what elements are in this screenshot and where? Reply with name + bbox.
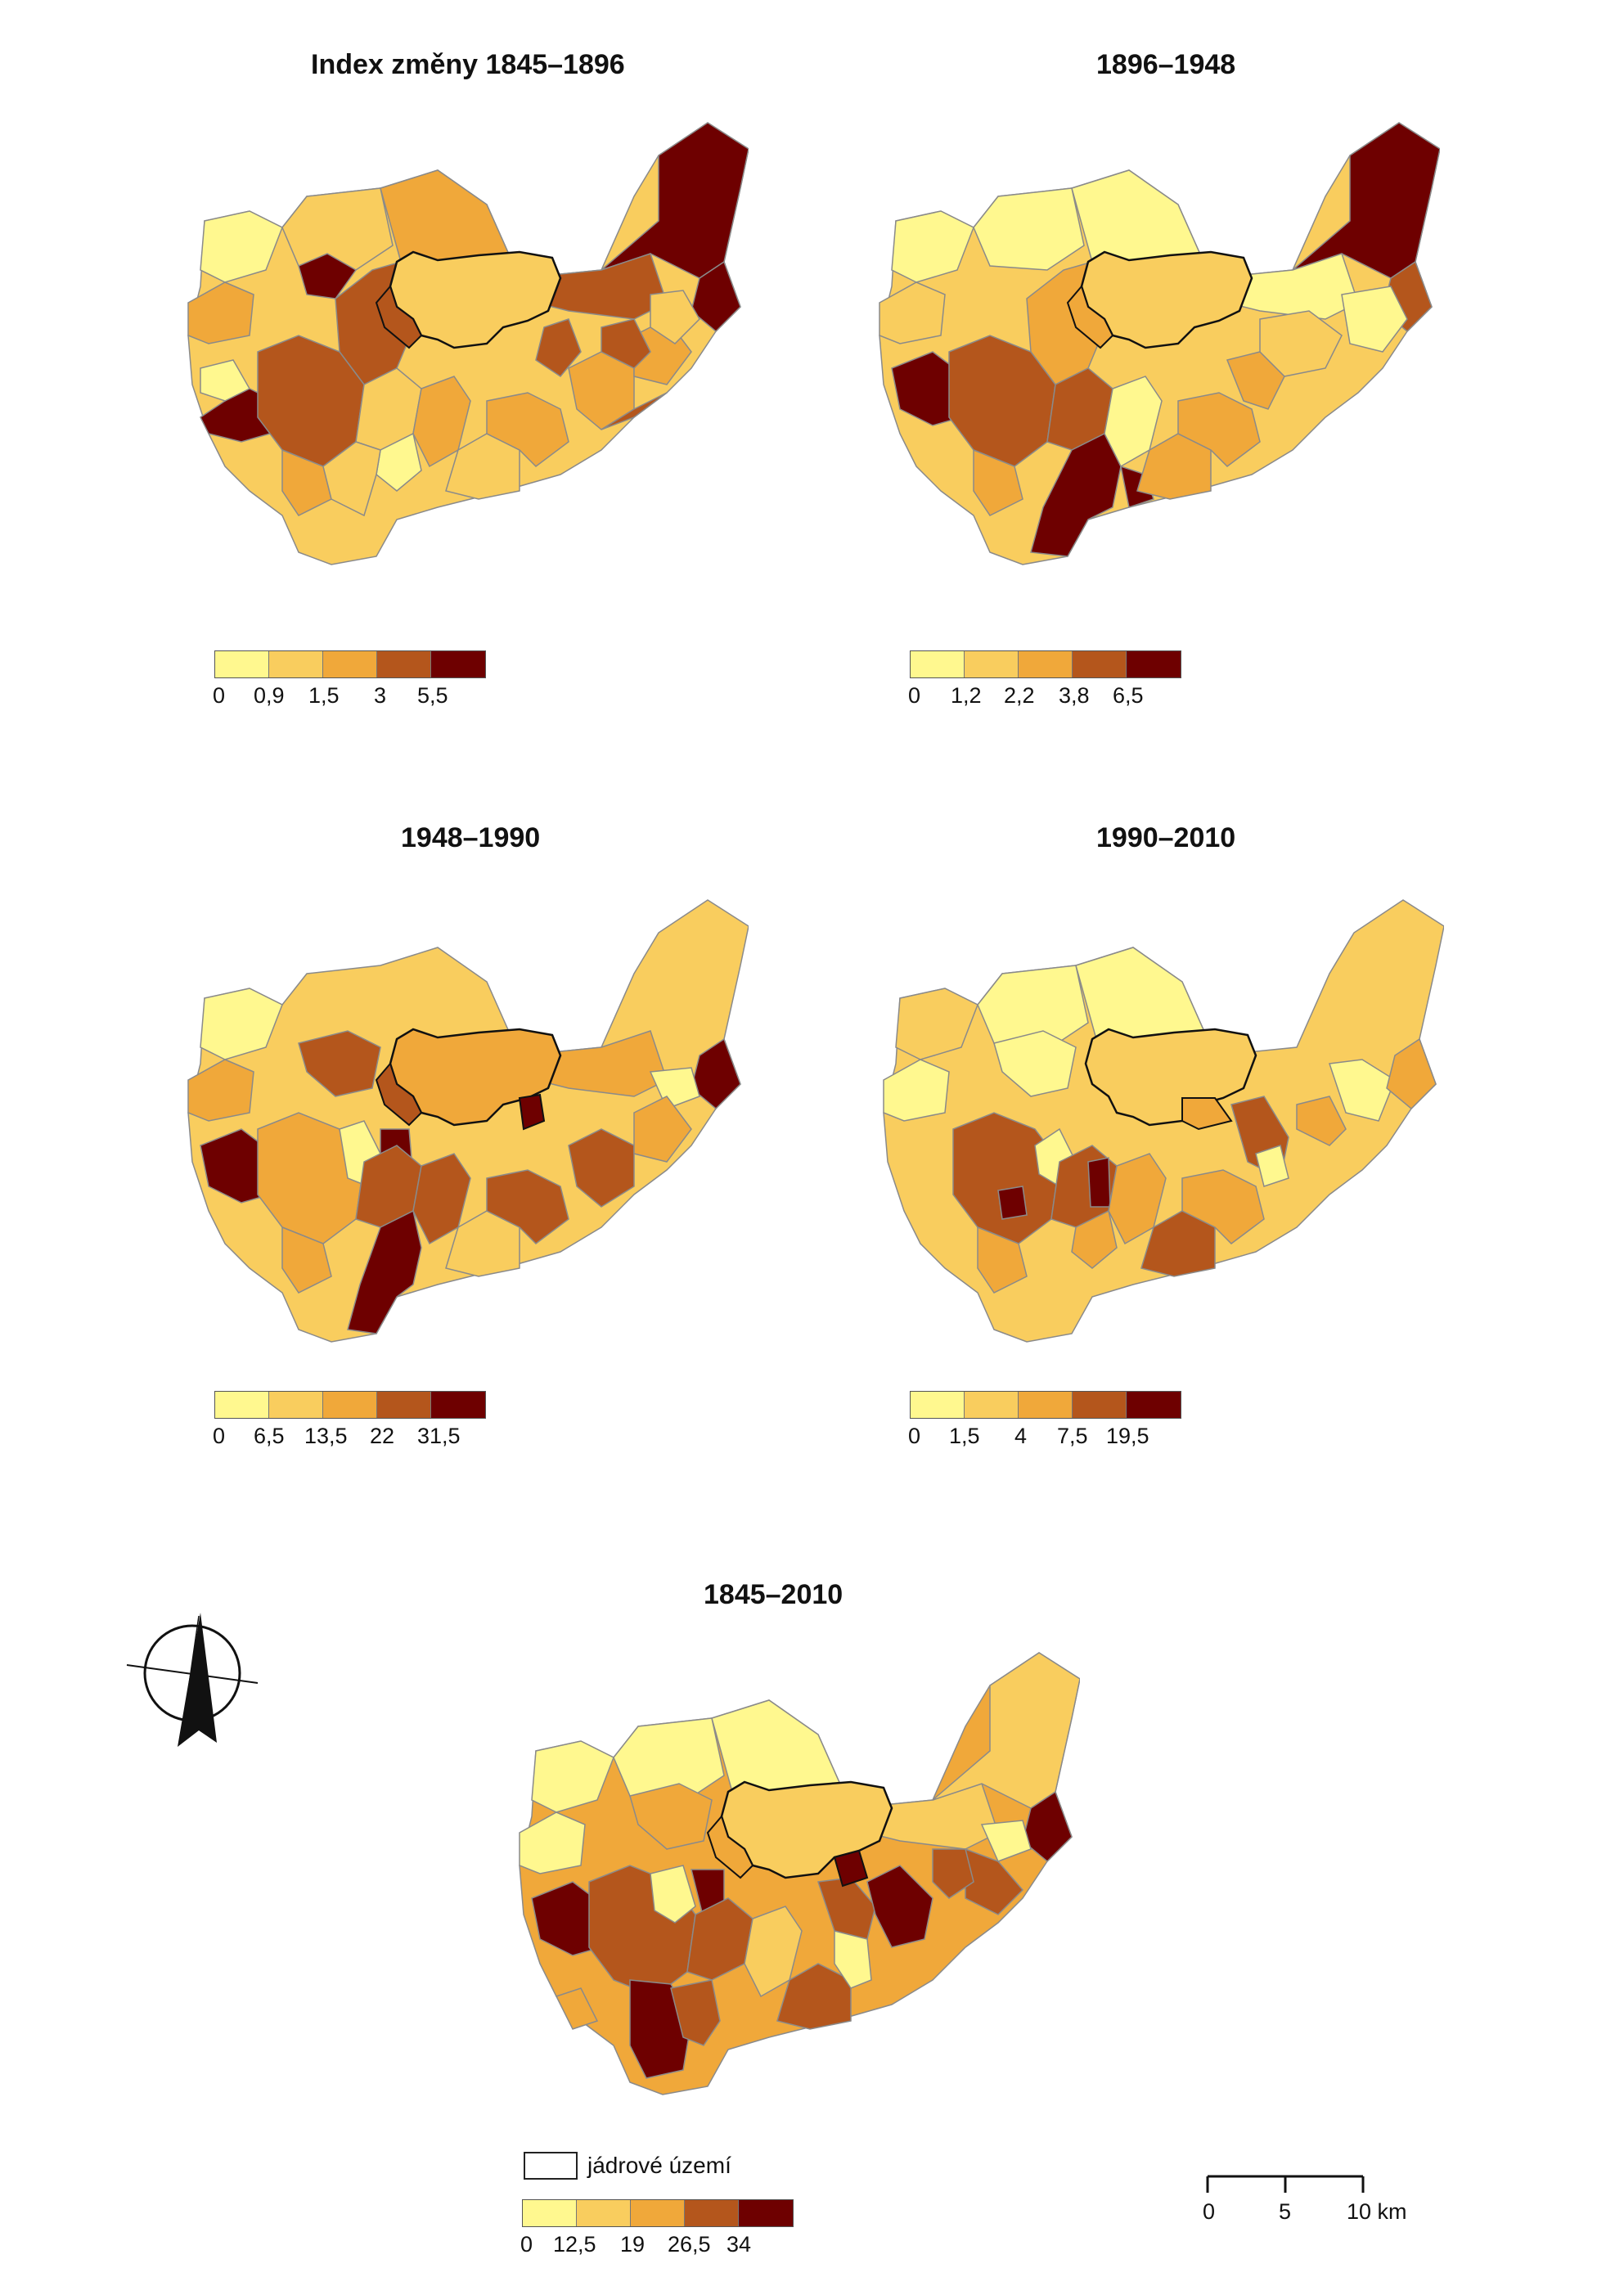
legend-tick: 1,2 [951, 683, 982, 708]
legend-swatch [377, 1392, 431, 1418]
legend-swatch [323, 1392, 377, 1418]
legend-3: 0 6,5 13,5 22 31,5 [213, 1391, 486, 1448]
legend-tick: 0 [213, 683, 226, 708]
choropleth-map-4 [883, 899, 1444, 1343]
scale-label: 10 km [1347, 2199, 1407, 2224]
scale-label: 5 [1279, 2199, 1292, 2224]
legend-tick: 5,5 [417, 683, 448, 708]
legend-tick: 19 [620, 2232, 646, 2257]
scale-bar: 0 5 10 km [1203, 2160, 1407, 2242]
core-territory-label: jádrové území [587, 2153, 731, 2178]
legend-swatch [1127, 1392, 1181, 1418]
legend-color-bar [910, 650, 1181, 678]
legend-tick: 6,5 [1113, 683, 1144, 708]
legend-color-bar [214, 1391, 486, 1419]
legend-swatch [911, 651, 965, 677]
legend-swatch [911, 1392, 965, 1418]
core-territory-legend: jádrové území [524, 2152, 731, 2180]
panel-title-5: 1845–2010 [704, 1579, 843, 1610]
legend-swatch [323, 651, 377, 677]
legend-swatch [965, 1392, 1019, 1418]
legend-swatch [1073, 651, 1127, 677]
legend-tick: 34 [727, 2232, 752, 2257]
legend-color-bar [910, 1391, 1181, 1419]
legend-5: 0 12,5 19 26,5 34 [520, 2199, 794, 2257]
legend-2: 0 1,2 2,2 3,8 6,5 [908, 650, 1181, 708]
legend-color-bar [522, 2199, 794, 2227]
legend-tick: 1,5 [308, 683, 340, 708]
legend-swatch [215, 651, 269, 677]
legend-swatch [1127, 651, 1181, 677]
legend-tick: 0 [908, 1424, 921, 1448]
legend-swatch [431, 651, 485, 677]
legend-swatch [377, 651, 431, 677]
legend-swatch [269, 651, 323, 677]
legend-tick: 22 [370, 1424, 395, 1448]
legend-tick: 19,5 [1106, 1424, 1149, 1448]
legend-swatch [739, 2200, 793, 2226]
legend-tick: 7,5 [1057, 1424, 1088, 1448]
legend-swatch [685, 2200, 739, 2226]
choropleth-map-5 [519, 1652, 1080, 2095]
choropleth-map-2 [879, 122, 1440, 565]
panel-title-3: 1948–1990 [401, 822, 541, 853]
north-arrow-icon [126, 1613, 259, 1747]
legend-4: 0 1,5 4 7,5 19,5 [908, 1391, 1181, 1448]
choropleth-map-3 [187, 899, 749, 1343]
legend-swatch [523, 2200, 577, 2226]
legend-tick: 26,5 [668, 2232, 711, 2257]
legend-tick: 0 [908, 683, 921, 708]
legend-tick: 31,5 [417, 1424, 461, 1448]
legend-swatch [631, 2200, 685, 2226]
legend-swatch [431, 1392, 485, 1418]
scale-bar-line [1206, 2175, 1365, 2193]
legend-tick: 3 [374, 683, 387, 708]
legend-swatch [215, 1392, 269, 1418]
legend-tick: 12,5 [553, 2232, 596, 2257]
legend-tick: 0 [520, 2232, 533, 2257]
legend-tick: 6,5 [254, 1424, 285, 1448]
legend-tick: 4 [1014, 1424, 1028, 1448]
choropleth-map-1 [187, 122, 749, 565]
legend-swatch [1019, 1392, 1073, 1418]
legend-color-bar [214, 650, 486, 678]
legend-tick: 1,5 [949, 1424, 980, 1448]
legend-swatch [269, 1392, 323, 1418]
legend-tick: 3,8 [1059, 683, 1090, 708]
panel-title-1: Index změny 1845–1896 [311, 49, 625, 80]
panel-title-4: 1990–2010 [1096, 822, 1236, 853]
legend-swatch [577, 2200, 631, 2226]
legend-tick: 2,2 [1004, 683, 1035, 708]
legend-swatch [965, 651, 1019, 677]
legend-tick: 13,5 [304, 1424, 348, 1448]
legend-1: 0 0,9 1,5 3 5,5 [213, 650, 486, 708]
legend-tick: 0 [213, 1424, 226, 1448]
legend-tick: 0,9 [254, 683, 285, 708]
legend-swatch [1073, 1392, 1127, 1418]
legend-swatch [1019, 651, 1073, 677]
scale-label: 0 [1203, 2199, 1216, 2224]
panel-title-2: 1896–1948 [1096, 49, 1236, 80]
core-territory-swatch [524, 2152, 578, 2180]
